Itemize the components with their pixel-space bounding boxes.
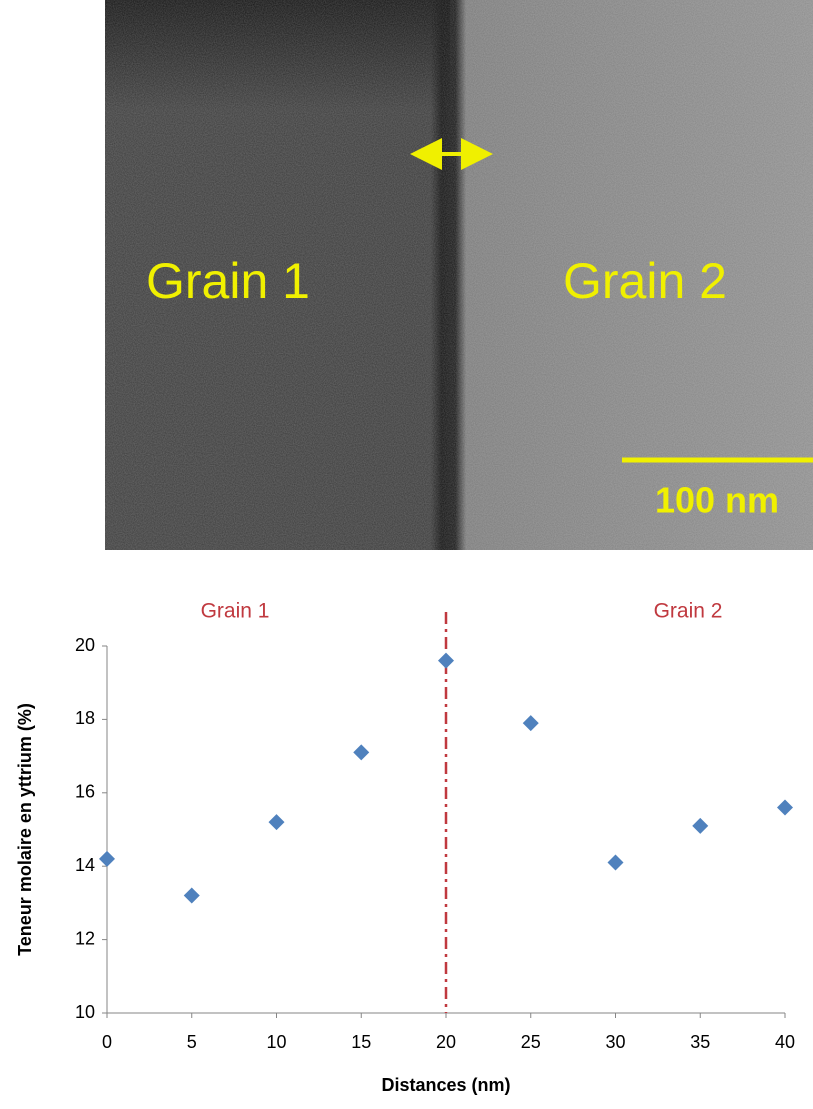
y-tick-label: 10 <box>75 1002 95 1022</box>
x-tick-label: 20 <box>436 1032 456 1052</box>
micrograph: Grain 1 Grain 2 100 nm <box>105 0 813 550</box>
x-tick-label: 35 <box>690 1032 710 1052</box>
data-point <box>353 744 370 761</box>
x-axis-title: Distances (nm) <box>381 1075 510 1095</box>
x-tick-label: 25 <box>521 1032 541 1052</box>
y-tick-label: 20 <box>75 635 95 655</box>
data-point <box>607 854 624 871</box>
y-tick-label: 18 <box>75 708 95 728</box>
y-tick-label: 12 <box>75 928 95 948</box>
chart: 10 12 14 16 18 20 0 5 10 15 20 25 30 35 40 Grain 1 Grain… <box>15 600 795 1095</box>
grain-label: Grain 2 <box>563 253 727 309</box>
x-tick-label: 5 <box>187 1032 197 1052</box>
data-point <box>777 799 793 816</box>
data-point <box>692 817 709 834</box>
scale-bar-label: 100 nm <box>655 480 779 521</box>
x-tick-label: 15 <box>351 1032 371 1052</box>
annotation: Grain 1 <box>201 600 270 623</box>
data-point <box>268 814 285 831</box>
y-tick-label: 14 <box>75 855 95 875</box>
data-point <box>522 715 539 732</box>
x-tick-label: 30 <box>605 1032 625 1052</box>
data-point <box>183 887 200 904</box>
data-point <box>99 850 115 867</box>
y-tick-label: 16 <box>75 782 95 802</box>
annotation: Grain 2 <box>654 600 723 623</box>
x-tick-label: 40 <box>775 1032 795 1052</box>
x-tick-label: 0 <box>102 1032 112 1052</box>
x-tick-label: 10 <box>266 1032 286 1052</box>
grain-label: Grain 1 <box>146 253 310 309</box>
y-axis-title: Teneur molaire en yttrium (%) <box>15 703 35 956</box>
data-point <box>438 652 454 669</box>
